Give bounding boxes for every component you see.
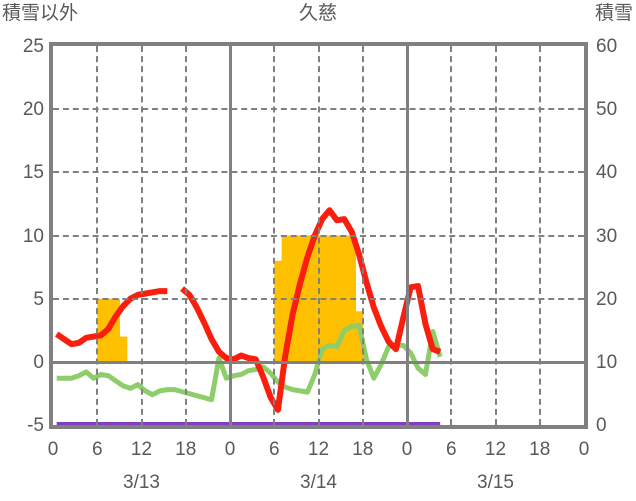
right-axis-tick-50: 50: [596, 99, 618, 121]
x-axis-tick-8: 0: [401, 439, 413, 460]
left-axis-tick-15: 15: [22, 162, 44, 184]
precipitation-bar: [97, 298, 106, 362]
x-axis-tick-12: 0: [578, 439, 590, 460]
left-axis-unit-label: 積雪以外: [2, 3, 79, 24]
left-axis-tick--5: -5: [27, 415, 44, 436]
x-axis-tick-6: 12: [307, 439, 330, 460]
right-axis-tick-60: 60: [596, 36, 618, 57]
gridline-x-54: [450, 46, 453, 425]
x-axis-tick-4: 0: [224, 439, 236, 460]
gridline-x-12: [140, 46, 143, 425]
gridline-x-30: [273, 46, 276, 425]
x-axis-tick-0: 0: [47, 439, 59, 460]
plot-area: [49, 42, 588, 429]
right-axis-tick-20: 20: [596, 288, 618, 310]
x-axis-date-3-13: 3/13: [123, 472, 160, 493]
gridline-x-42: [361, 46, 364, 425]
chart-title: 久慈: [298, 3, 337, 24]
gridline-x-60: [494, 46, 497, 425]
right-axis-tick-30: 30: [596, 225, 618, 247]
x-axis-tick-10: 12: [484, 439, 507, 460]
gridline-x-48: [406, 46, 409, 425]
gridline-x-66: [538, 46, 541, 425]
right-axis-tick-40: 40: [596, 162, 618, 184]
precipitation-bar: [119, 336, 128, 362]
left-axis-tick-5: 5: [33, 288, 44, 310]
green-temperature-line: [56, 322, 443, 403]
precipitation-bar: [274, 260, 283, 362]
x-axis-date-3-15: 3/15: [477, 472, 514, 493]
x-axis-tick-11: 18: [529, 439, 551, 460]
gridline-x-36: [317, 46, 320, 425]
x-axis-date-3-14: 3/14: [300, 472, 337, 493]
left-axis-tick-10: 10: [22, 225, 44, 247]
gridline-x-24: [229, 46, 232, 425]
precipitation-bar: [112, 298, 120, 362]
right-axis-tick-10: 10: [596, 351, 618, 373]
left-axis-tick-20: 20: [22, 99, 44, 121]
gridline-x-6: [96, 46, 99, 425]
x-axis-tick-3: 18: [175, 439, 197, 460]
right-axis-unit-label: 積雪: [594, 3, 633, 24]
right-axis-tick-0: 0: [596, 415, 607, 436]
left-axis-tick-25: 25: [22, 36, 44, 57]
x-axis-tick-1: 6: [91, 439, 103, 460]
x-axis-tick-5: 6: [268, 439, 280, 460]
x-axis-tick-9: 6: [445, 439, 457, 460]
x-axis-tick-2: 12: [130, 439, 153, 460]
left-axis-tick-0: 0: [33, 351, 44, 373]
plot-inner: [53, 46, 584, 425]
x-axis-tick-7: 18: [352, 439, 374, 460]
red-temperature-line: [54, 207, 442, 413]
gridline-x-18: [184, 46, 187, 425]
